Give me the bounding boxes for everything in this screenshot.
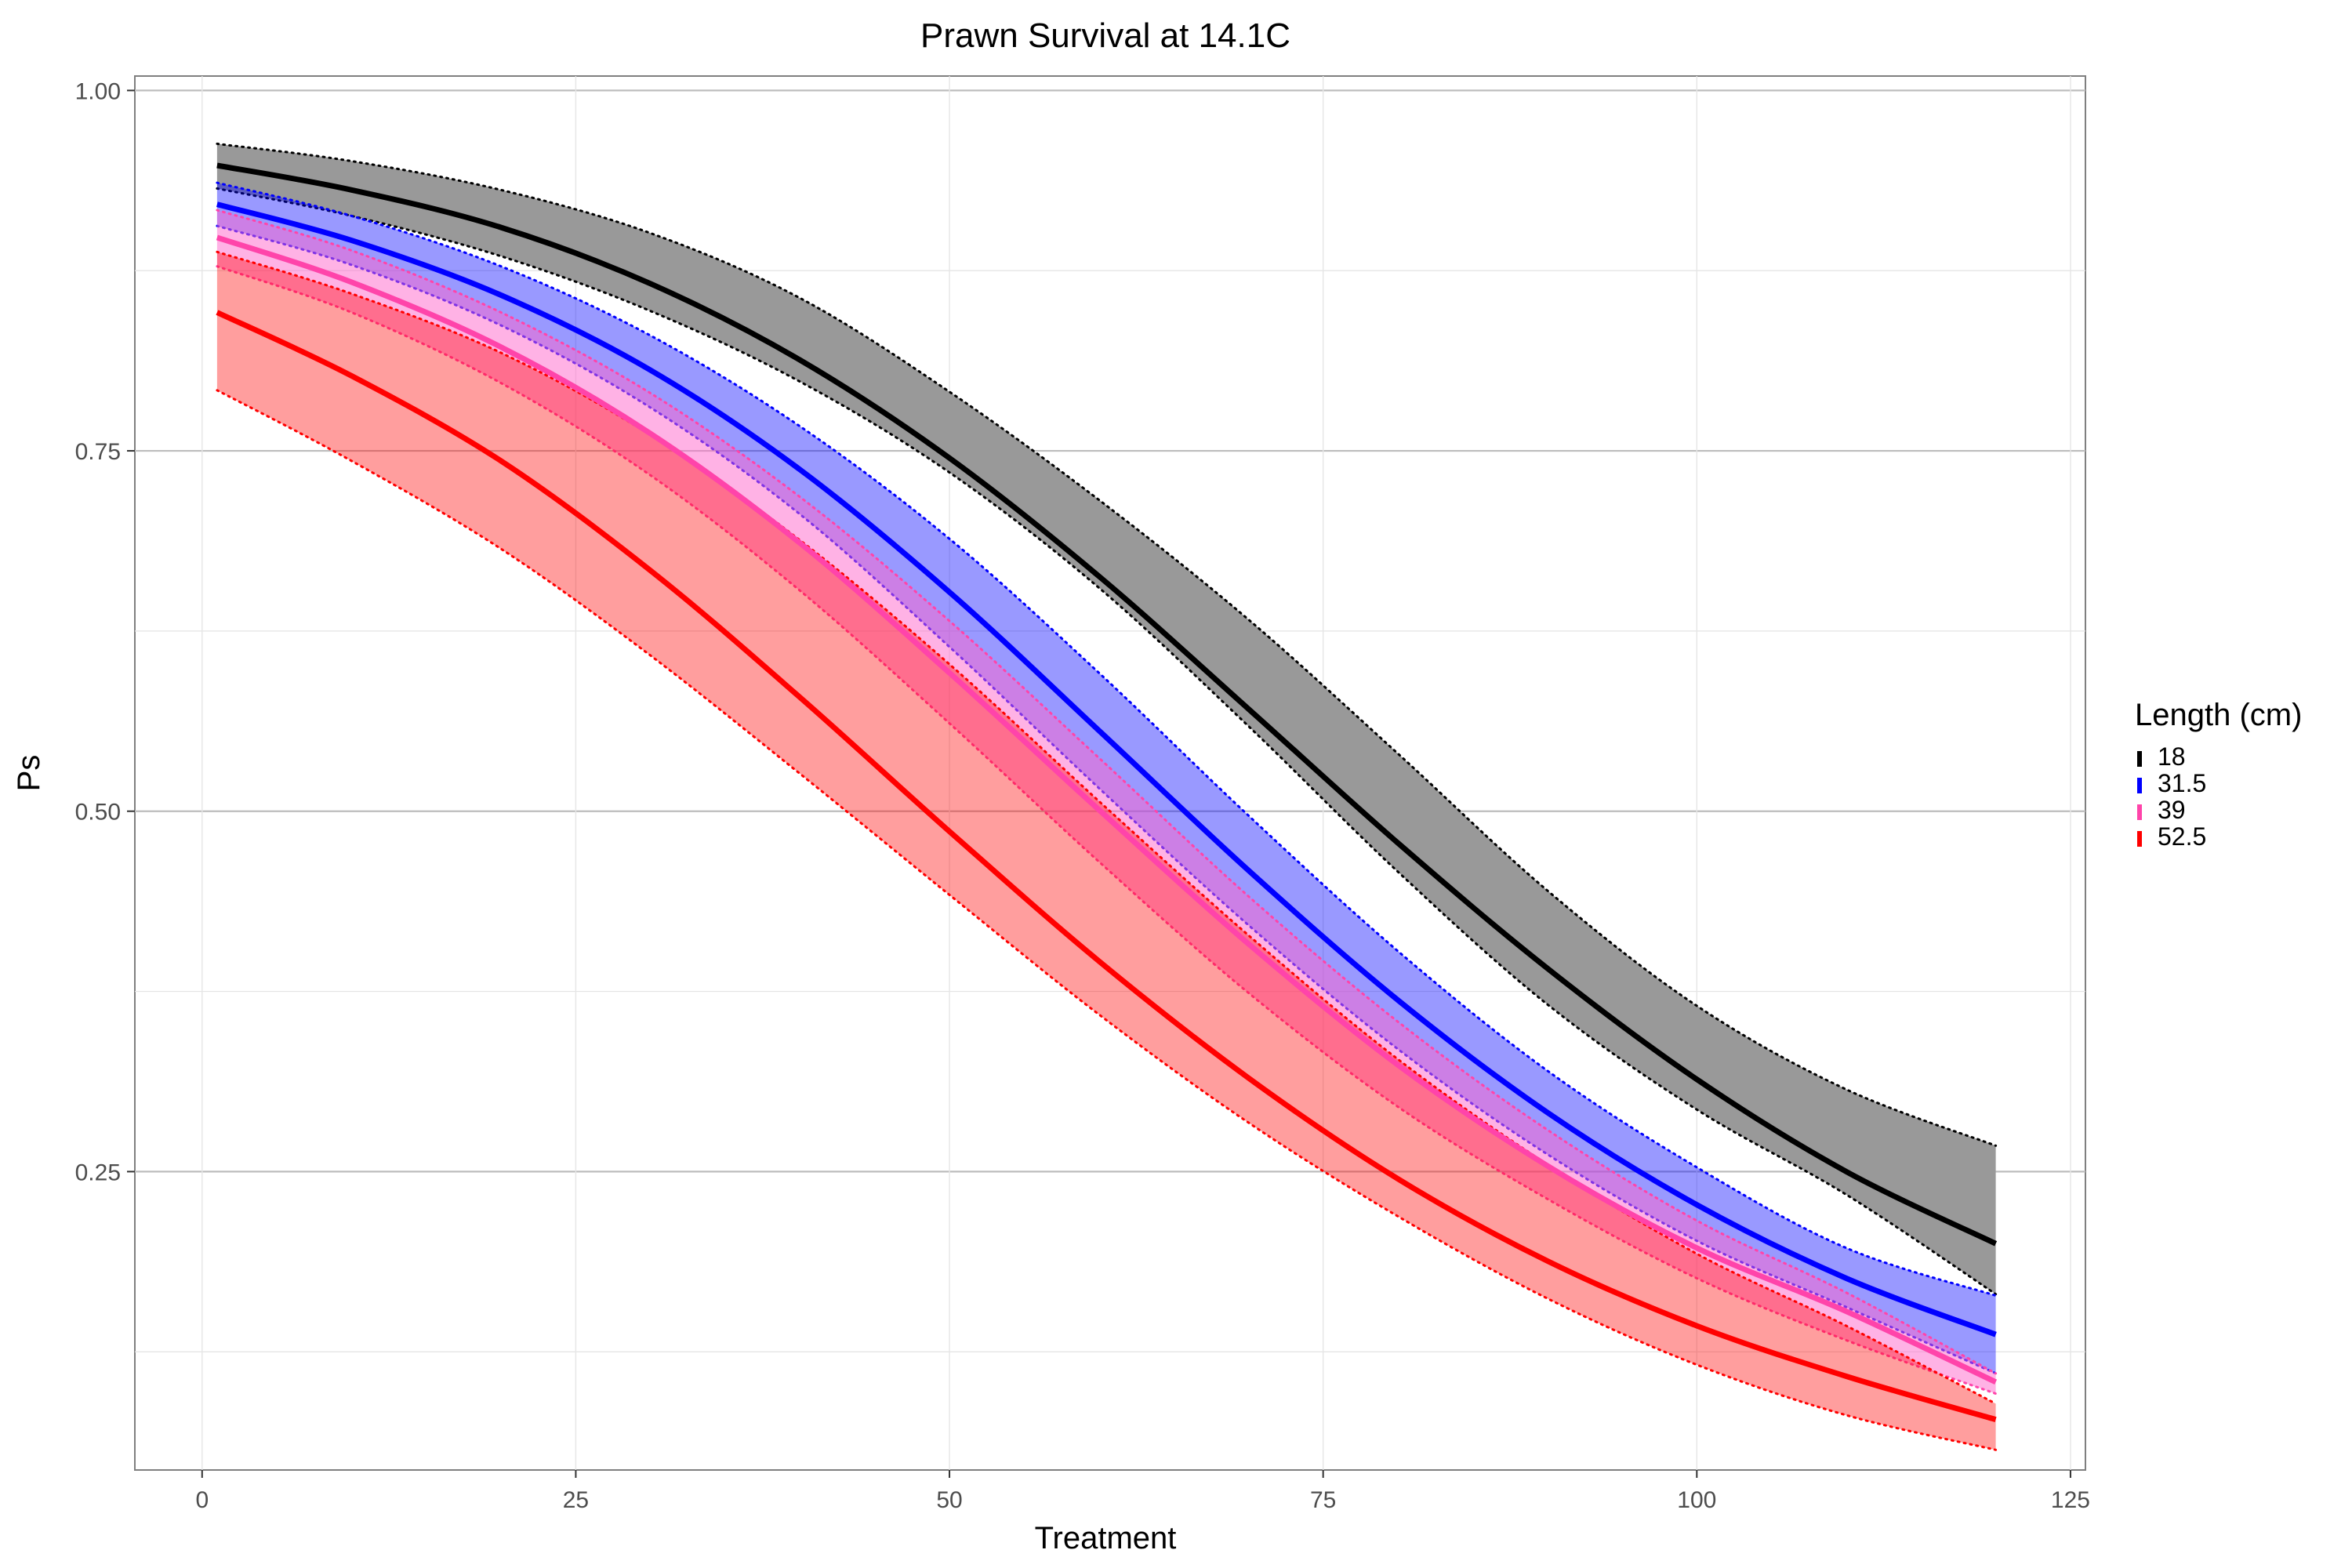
x-tick-label: 100 (1677, 1487, 1716, 1513)
series-line-39 (216, 234, 1998, 1385)
series-lines (216, 162, 1998, 1422)
lower-bound-52.5 (216, 389, 1998, 1451)
chart-title: Prawn Survival at 14.1C (920, 16, 1290, 55)
x-tick-label: 25 (563, 1487, 589, 1513)
series-line-31.5 (216, 201, 1997, 1338)
x-tick-label: 50 (936, 1487, 962, 1513)
y-tick-label: 0.25 (75, 1160, 121, 1185)
band-39 (216, 210, 1996, 1394)
series-line-52.5 (216, 310, 1997, 1422)
x-tick-label: 125 (2051, 1487, 2090, 1513)
legend-key-39 (2137, 804, 2142, 820)
x-tick-label: 0 (195, 1487, 209, 1513)
y-tick-label: 0.75 (75, 439, 121, 465)
upper-bound-39 (216, 209, 1998, 1375)
lower-bound-39 (216, 265, 1998, 1396)
legend-label: 39 (2158, 796, 2186, 824)
legend-label: 31.5 (2158, 769, 2206, 797)
x-tick-label: 75 (1310, 1487, 1336, 1513)
band-18 (216, 143, 1996, 1294)
x-axis-ticks: 0 25 50 75 100 125 (195, 1470, 2090, 1513)
grid (135, 76, 2085, 1470)
upper-bound-52.5 (216, 250, 1998, 1405)
legend-key-52.5 (2137, 831, 2142, 847)
lower-bound-18 (216, 187, 1998, 1296)
legend-label: 18 (2158, 742, 2186, 771)
y-axis-ticks: 0.25 0.50 0.75 1.00 (75, 78, 135, 1185)
legend-key-18 (2137, 751, 2142, 767)
x-axis-title: Treatment (1035, 1521, 1177, 1555)
series-line-18 (216, 162, 1998, 1247)
legend-label: 52.5 (2158, 822, 2206, 851)
y-tick-label: 1.00 (75, 78, 121, 104)
legend-key-31.5 (2137, 778, 2142, 793)
band-52.5 (216, 252, 1996, 1450)
y-tick-label: 0.50 (75, 800, 121, 826)
y-axis-title: Ps (12, 755, 46, 792)
confidence-bands (216, 142, 1998, 1451)
legend-title: Length (cm) (2135, 698, 2302, 732)
upper-bound-18 (216, 142, 1998, 1147)
upper-bound-31.5 (216, 181, 1998, 1297)
